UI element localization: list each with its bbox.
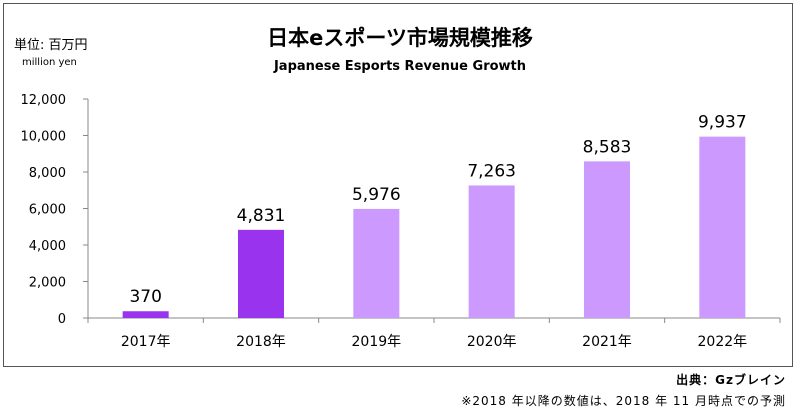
bar xyxy=(238,229,284,318)
chart-frame xyxy=(3,3,793,367)
chart-subtitle: Japanese Esports Revenue Growth xyxy=(273,59,527,74)
x-tick-label: 2017年 xyxy=(121,334,171,350)
chart-title: 日本eスポーツ市場規模推移 xyxy=(267,26,533,50)
source-credit: 出典：Gzブレイン xyxy=(676,373,786,387)
y-tick-label: 0 xyxy=(58,312,66,327)
data-label: 9,937 xyxy=(698,113,747,133)
data-label: 8,583 xyxy=(583,137,632,157)
x-tick-label: 2018年 xyxy=(236,334,286,350)
forecast-note: ※2018 年以降の数値は、2018 年 11 月時点での予測 xyxy=(461,394,786,408)
y-tick-label: 8,000 xyxy=(29,166,66,181)
y-tick-label: 6,000 xyxy=(29,203,66,218)
x-tick-label: 2020年 xyxy=(467,334,517,350)
bar xyxy=(584,161,630,318)
bar xyxy=(468,185,515,318)
data-label: 4,831 xyxy=(237,206,286,226)
y-tick-label: 10,000 xyxy=(21,130,67,145)
x-tick-label: 2022年 xyxy=(698,334,748,350)
y-tick-label: 2,000 xyxy=(29,276,66,291)
bar xyxy=(353,208,400,318)
x-tick-label: 2021年 xyxy=(582,334,632,350)
y-tick-label: 12,000 xyxy=(21,93,67,108)
data-label: 370 xyxy=(129,287,161,307)
data-label: 5,976 xyxy=(352,185,401,205)
bar xyxy=(699,136,746,318)
x-tick-label: 2019年 xyxy=(352,334,402,350)
bar xyxy=(122,311,169,318)
y-tick-label: 4,000 xyxy=(29,239,66,254)
unit-label: 単位: 百万円 xyxy=(14,38,88,53)
data-label: 7,263 xyxy=(467,161,516,181)
unit-label-en: million yen xyxy=(22,57,77,68)
